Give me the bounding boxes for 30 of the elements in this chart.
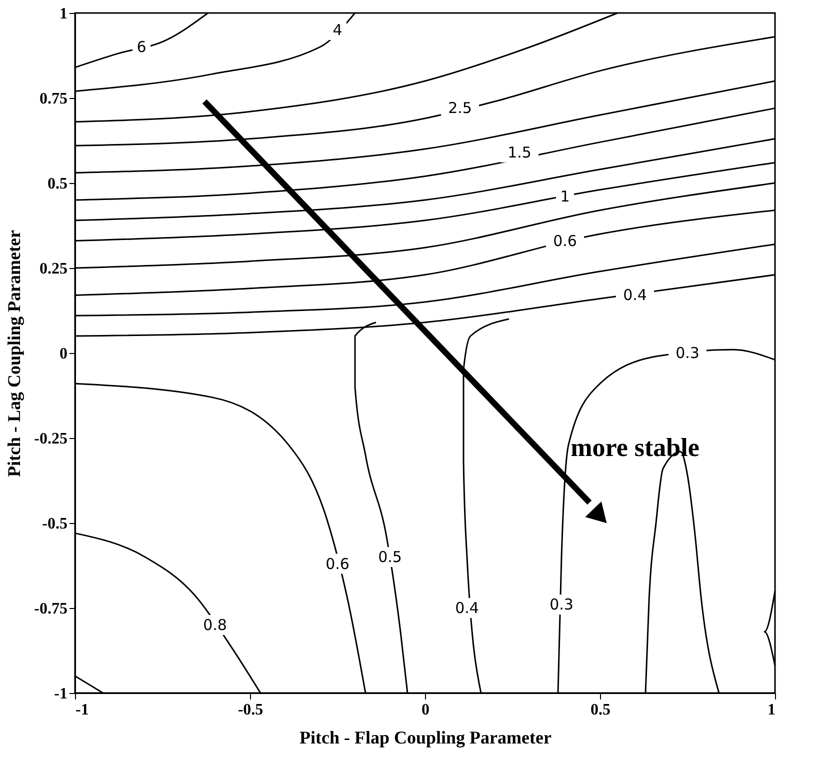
annotation: 0.5 xyxy=(378,548,402,566)
y-tick-label: 1 xyxy=(60,6,68,22)
annotation: 1.5 xyxy=(508,143,532,162)
y-tick-label: -0.5 xyxy=(42,516,68,532)
annotation: 1 xyxy=(560,188,570,206)
y-tick-label: 0.5 xyxy=(48,176,68,192)
annotation: 0.6 xyxy=(553,232,577,250)
x-tick-label: -1 xyxy=(76,702,89,718)
annotation: 4 xyxy=(332,21,342,39)
x-tick-label: 1 xyxy=(768,702,776,718)
y-tick-label: -0.75 xyxy=(34,600,68,618)
annotation: 2.5 xyxy=(448,99,472,118)
y-tick-label: 0.75 xyxy=(40,90,68,108)
y-axis-title: Pitch - Lag Coupling Parameter xyxy=(4,230,24,477)
x-tick-label: 0 xyxy=(422,702,430,718)
y-tick-label: -0.25 xyxy=(34,430,68,448)
annotation: 0.8 xyxy=(203,616,227,634)
annotation: 0.3 xyxy=(550,596,574,614)
annotation: 0.4 xyxy=(623,286,647,304)
x-tick-label: 0.5 xyxy=(590,702,610,718)
annotation: 6 xyxy=(136,38,146,56)
annotation: more stable xyxy=(570,433,700,462)
annotation: 0.4 xyxy=(455,599,479,617)
y-tick-label: 0 xyxy=(60,346,68,362)
annotation: 0.3 xyxy=(676,344,700,362)
x-tick-label: -0.5 xyxy=(238,702,264,718)
y-tick-label: 0.25 xyxy=(40,260,68,278)
x-axis-title: Pitch - Flap Coupling Parameter xyxy=(300,728,552,748)
y-tick-label: -1 xyxy=(54,686,68,702)
annotation: 0.6 xyxy=(326,554,350,573)
